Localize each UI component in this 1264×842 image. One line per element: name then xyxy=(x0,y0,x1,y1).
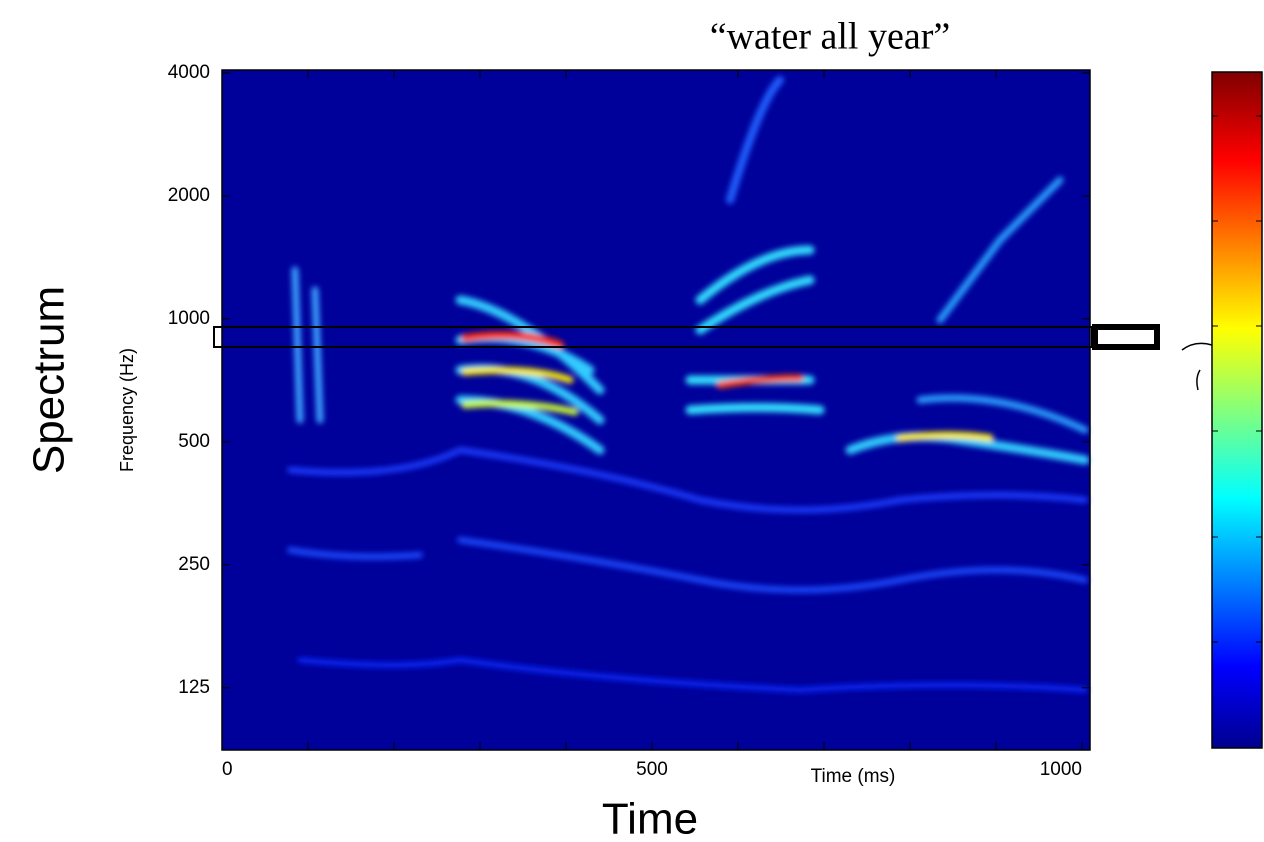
x-tick-label: 1000 xyxy=(1040,759,1082,780)
colorbar-ticks xyxy=(1212,115,1262,643)
minor-ticks xyxy=(307,70,997,750)
outer-x-label: Time xyxy=(602,795,698,842)
y-tick-label: 2000 xyxy=(168,185,210,206)
y-axis-label: Frequency (Hz) xyxy=(117,348,137,472)
chart-title: “water all year” xyxy=(710,16,951,58)
highlight-box xyxy=(1092,324,1160,350)
plot-background xyxy=(222,70,1090,750)
x-tick-label: 500 xyxy=(636,759,668,780)
y-tick-label: 125 xyxy=(178,677,210,698)
spectrogram-texture xyxy=(287,76,1090,693)
outer-y-label: Spectrum xyxy=(25,286,74,474)
y-tick-label: 4000 xyxy=(168,62,210,83)
connector xyxy=(1181,342,1213,391)
y-tick-label: 1000 xyxy=(168,308,210,329)
plot-frame xyxy=(221,69,1091,751)
y-tick-label: 250 xyxy=(178,554,210,575)
x-tick-label: 0 xyxy=(222,759,233,780)
x-axis-label: Time (ms) xyxy=(811,766,896,787)
y-tick-label: 500 xyxy=(178,431,210,452)
colorbar xyxy=(1211,71,1263,749)
